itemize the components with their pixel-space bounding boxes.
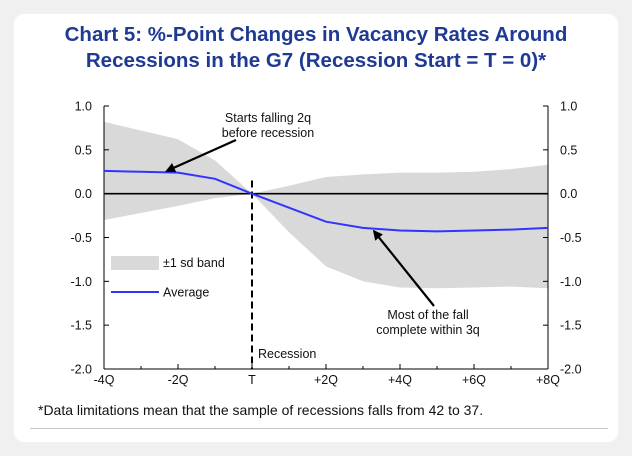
y-tick-label-left: -1.0 [70, 275, 92, 289]
x-tick-label: +4Q [388, 373, 412, 387]
chart-title-line-2: Recessions in the G7 (Recession Start = … [85, 49, 547, 72]
annotation-1-line-1: Starts falling 2q [225, 111, 311, 125]
annotation-2-arrow [372, 229, 435, 307]
x-tick-label: +2Q [314, 373, 338, 387]
y-tick-label-right: 0.5 [560, 143, 577, 157]
y-tick-label-right: -0.5 [560, 231, 582, 245]
annotation-1-line-2: before recession [222, 126, 314, 140]
legend-band-swatch [111, 256, 159, 270]
y-tick-label-left: 1.0 [75, 100, 92, 114]
y-tick-label-right: 1.0 [560, 100, 577, 114]
annotation-1-arrow [165, 138, 237, 173]
y-tick-label-left: 0.0 [75, 187, 92, 201]
legend-band-label: ±1 sd band [163, 256, 225, 270]
footnote-divider [30, 428, 608, 429]
y-tick-label-right: 0.0 [560, 187, 577, 201]
y-tick-label-left: -2.0 [70, 363, 92, 377]
annotation-2-line-2: complete within 3q [376, 323, 480, 337]
y-tick-label-right: -2.0 [560, 363, 582, 377]
x-tick-label: T [248, 373, 256, 387]
annotation-2-line-1: Most of the fall [387, 308, 468, 322]
y-tick-label-right: -1.5 [560, 319, 582, 333]
y-tick-label-left: -0.5 [70, 231, 92, 245]
legend-average-label: Average [163, 286, 209, 300]
average-series-line [103, 169, 549, 233]
chart-title: Chart 5: %-Point Changes in Vacancy Rate… [0, 22, 632, 74]
y-tick-label-left: -1.5 [70, 319, 92, 333]
chart-title-line-1: Chart 5: %-Point Changes in Vacancy Rate… [64, 23, 568, 46]
y-tick-label-left: 0.5 [75, 143, 92, 157]
x-tick-label: +8Q [536, 373, 560, 387]
recession-marker-label: Recession [258, 347, 316, 361]
footnote: *Data limitations mean that the sample o… [38, 402, 484, 418]
y-tick-label-right: -1.0 [560, 275, 582, 289]
sd-band-area [104, 121, 548, 289]
x-tick-label: +6Q [462, 373, 486, 387]
x-tick-label: -2Q [168, 373, 189, 387]
x-tick-label: -4Q [94, 373, 115, 387]
